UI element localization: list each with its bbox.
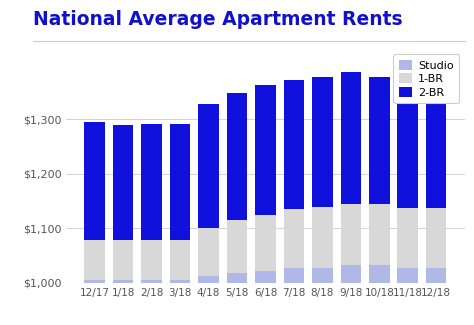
Bar: [283, 80, 304, 209]
Bar: [369, 265, 390, 283]
Bar: [398, 208, 418, 267]
Bar: [398, 83, 418, 208]
Bar: [255, 85, 276, 215]
Bar: [340, 72, 361, 204]
Bar: [426, 208, 447, 267]
Bar: [283, 209, 304, 267]
Bar: [141, 280, 162, 283]
Bar: [369, 77, 390, 204]
Bar: [170, 124, 191, 240]
Bar: [113, 280, 133, 283]
Bar: [113, 125, 133, 240]
Bar: [170, 240, 191, 280]
Bar: [312, 77, 333, 207]
Bar: [426, 267, 447, 283]
Bar: [369, 204, 390, 265]
Bar: [198, 228, 219, 276]
Bar: [170, 280, 191, 283]
Bar: [141, 124, 162, 240]
Bar: [340, 265, 361, 283]
Bar: [198, 104, 219, 228]
Bar: [227, 220, 247, 274]
Bar: [84, 280, 105, 283]
Bar: [198, 276, 219, 283]
Bar: [255, 215, 276, 271]
Bar: [426, 81, 447, 208]
Text: National Average Apartment Rents: National Average Apartment Rents: [33, 10, 403, 29]
Bar: [283, 267, 304, 283]
Bar: [113, 240, 133, 280]
Bar: [84, 122, 105, 240]
Bar: [227, 93, 247, 220]
Bar: [141, 240, 162, 280]
Bar: [84, 240, 105, 280]
Bar: [255, 271, 276, 283]
Bar: [312, 267, 333, 283]
Legend: Studio, 1-BR, 2-BR: Studio, 1-BR, 2-BR: [393, 54, 459, 103]
Bar: [340, 204, 361, 265]
Bar: [312, 207, 333, 267]
Bar: [227, 274, 247, 283]
Bar: [398, 267, 418, 283]
